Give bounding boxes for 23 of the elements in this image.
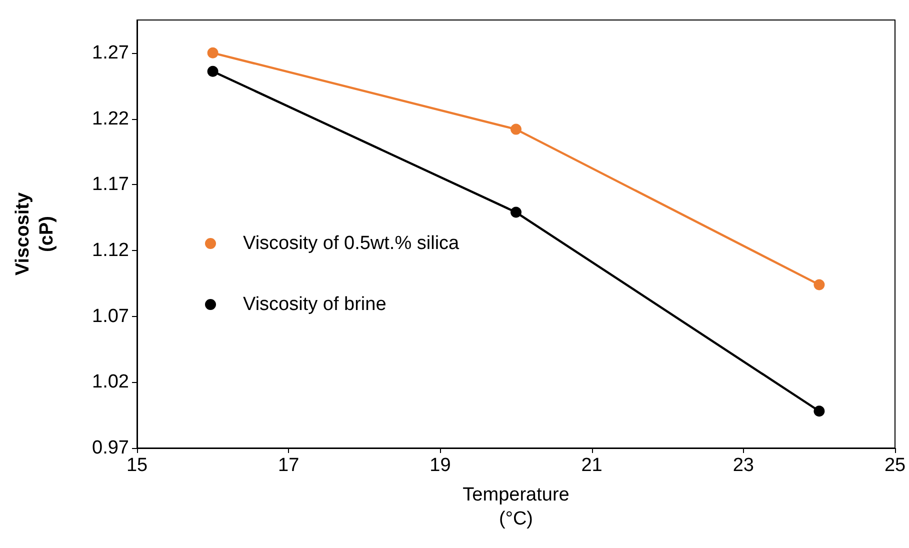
legend-label: Viscosity of brine (243, 294, 386, 315)
point (814, 279, 825, 290)
y-axis-title: Viscosity (cP) (12, 192, 58, 276)
x-axis-title: Temperature (°C) (462, 484, 570, 530)
point (510, 124, 522, 135)
y-tick-label: 1.22 (92, 108, 129, 130)
x-tick-label: 15 (126, 455, 148, 476)
x-tick-label: 23 (732, 455, 754, 476)
y-tick-label: 0.97 (92, 438, 129, 458)
x-tick-label: 17 (278, 455, 300, 476)
y-tick-label: 1.12 (92, 240, 129, 261)
x-tick-label: 19 (430, 455, 451, 476)
legend-label: Viscosity of 0.5wt.% silica (243, 233, 460, 254)
point (207, 47, 218, 58)
point (510, 206, 522, 218)
y-tick-label: 1.17 (92, 174, 129, 196)
x-tick-label: 25 (884, 455, 906, 476)
y-tick-label: 1.27 (92, 42, 129, 64)
point (207, 66, 218, 77)
y-tick-label: 1.02 (92, 372, 129, 393)
point (814, 406, 825, 417)
y-tick-label: 1.07 (92, 306, 129, 327)
x-tick-label: 21 (581, 455, 602, 476)
